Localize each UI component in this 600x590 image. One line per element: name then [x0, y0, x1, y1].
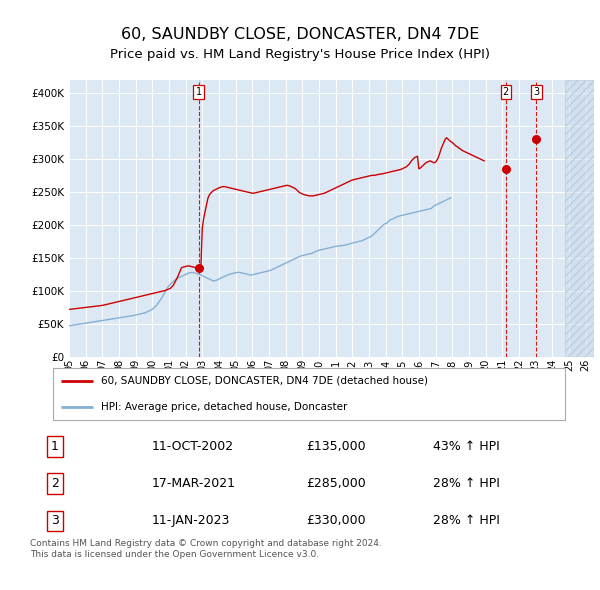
- Text: Price paid vs. HM Land Registry's House Price Index (HPI): Price paid vs. HM Land Registry's House …: [110, 48, 490, 61]
- Point: [532, 135, 541, 144]
- Text: 3: 3: [51, 514, 59, 527]
- Text: 2: 2: [503, 87, 509, 97]
- Text: Contains HM Land Registry data © Crown copyright and database right 2024.
This d: Contains HM Land Registry data © Crown c…: [30, 539, 382, 559]
- Text: 60, SAUNDBY CLOSE, DONCASTER, DN4 7DE: 60, SAUNDBY CLOSE, DONCASTER, DN4 7DE: [121, 27, 479, 42]
- Text: 28% ↑ HPI: 28% ↑ HPI: [433, 514, 500, 527]
- Text: £285,000: £285,000: [306, 477, 366, 490]
- Text: 43% ↑ HPI: 43% ↑ HPI: [433, 440, 500, 453]
- Text: HPI: Average price, detached house, Doncaster: HPI: Average price, detached house, Donc…: [101, 402, 347, 412]
- Text: £135,000: £135,000: [306, 440, 365, 453]
- Text: 28% ↑ HPI: 28% ↑ HPI: [433, 477, 500, 490]
- Text: 1: 1: [51, 440, 59, 453]
- Text: 11-JAN-2023: 11-JAN-2023: [151, 514, 230, 527]
- FancyBboxPatch shape: [53, 368, 565, 419]
- Point: [501, 164, 511, 173]
- Text: £330,000: £330,000: [306, 514, 365, 527]
- Text: 11-OCT-2002: 11-OCT-2002: [151, 440, 233, 453]
- Text: 17-MAR-2021: 17-MAR-2021: [151, 477, 235, 490]
- Text: 60, SAUNDBY CLOSE, DONCASTER, DN4 7DE (detached house): 60, SAUNDBY CLOSE, DONCASTER, DN4 7DE (d…: [101, 376, 428, 386]
- Text: 3: 3: [533, 87, 539, 97]
- Point: [194, 263, 203, 273]
- Bar: [565, 80, 594, 357]
- Text: 1: 1: [196, 87, 202, 97]
- Text: 2: 2: [51, 477, 59, 490]
